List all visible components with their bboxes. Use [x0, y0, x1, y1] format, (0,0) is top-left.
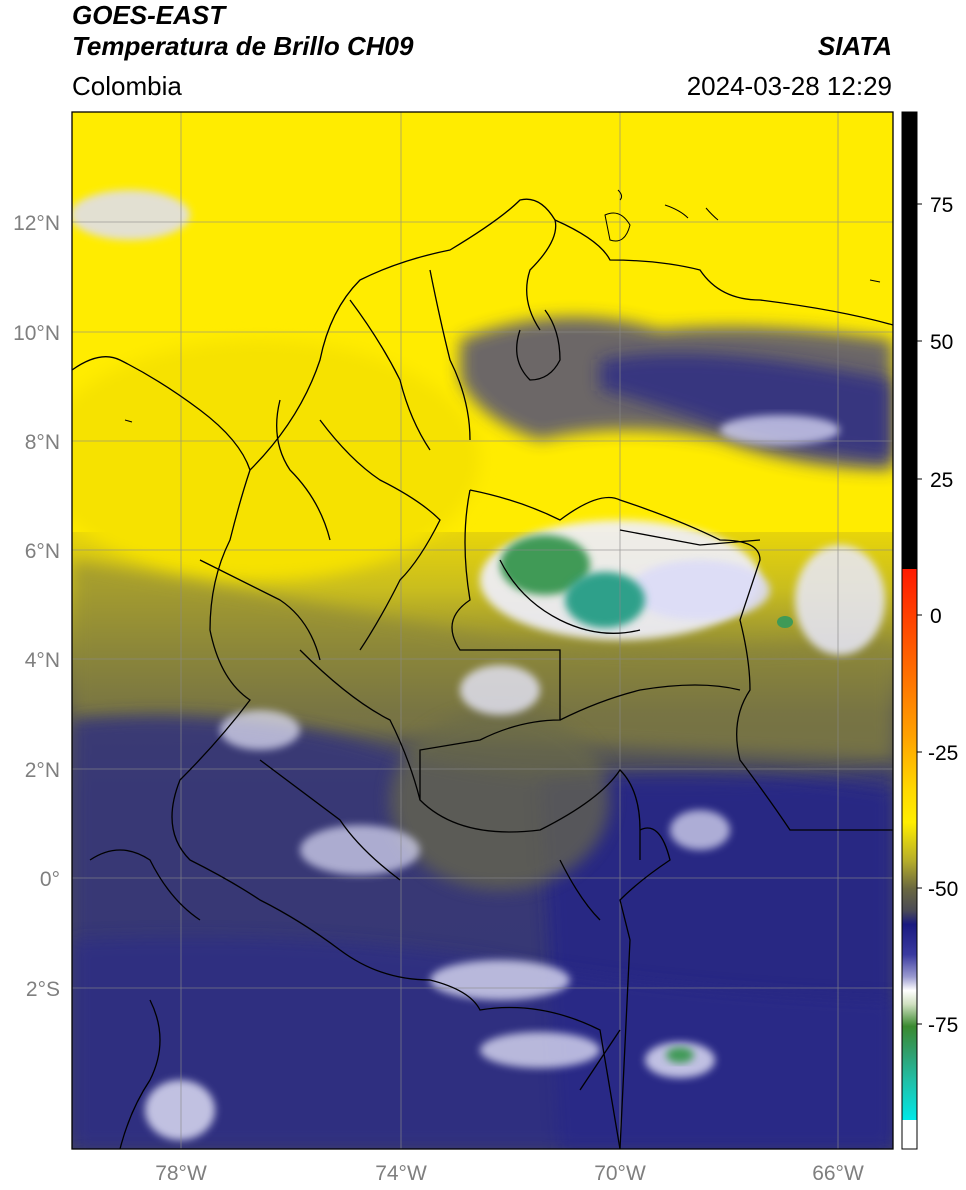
colorbar: 75 50 25 0 -25 -50 -75 [901, 111, 958, 1150]
colorbar-frame [901, 111, 918, 1150]
lat-label: 12°N [13, 212, 60, 235]
lat-label: 10°N [13, 322, 60, 345]
colorbar-tick-label: -25 [928, 742, 958, 765]
latitude-labels: 12°N 10°N 8°N 6°N 4°N 2°N 0° 2°S [13, 212, 60, 1001]
map-frame [71, 111, 894, 1150]
source-label: SIATA [817, 31, 892, 61]
lat-label: 6°N [25, 540, 60, 563]
lat-label: 8°N [25, 431, 60, 454]
colorbar-gradient [902, 569, 917, 1120]
lon-label: 74°W [375, 1162, 427, 1185]
graticule [72, 112, 893, 1149]
colorbar-tick-label: 75 [930, 194, 953, 217]
lon-label: 78°W [155, 1162, 207, 1185]
lat-label: 2°N [25, 759, 60, 782]
colorbar-tick-label: 50 [930, 331, 953, 354]
lat-label: 2°S [26, 978, 60, 1001]
product-title: Temperatura de Brillo CH09 [72, 31, 414, 61]
colorbar-tick-label: -50 [928, 878, 958, 901]
colorbar-tick-label: 25 [930, 469, 953, 492]
island-outlines [124, 189, 881, 423]
longitude-labels: 78°W 74°W 70°W 66°W [155, 1162, 864, 1185]
region-label: Colombia [72, 71, 182, 101]
lon-label: 70°W [594, 1162, 646, 1185]
colorbar-white-segment [902, 1120, 917, 1149]
datetime-label: 2024-03-28 12:29 [686, 71, 892, 101]
country-borders [72, 198, 893, 1149]
lat-label: 4°N [25, 649, 60, 672]
lat-label: 0° [40, 868, 60, 891]
colorbar-tick-label: -75 [928, 1014, 958, 1037]
colorbar-tick-label: 0 [930, 605, 942, 628]
colorbar-black-segment [902, 112, 917, 569]
lon-label: 66°W [812, 1162, 864, 1185]
brightness-temperature-field [72, 112, 893, 1149]
satellite-title: GOES-EAST [72, 0, 226, 30]
